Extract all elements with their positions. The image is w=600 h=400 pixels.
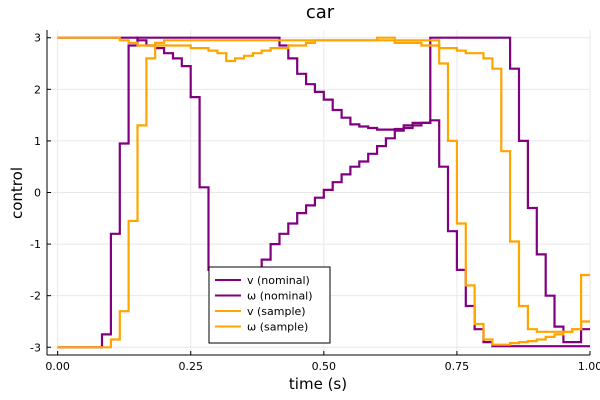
legend: v (nominal) ω (nominal) v (sample) ω (sampl… [208,266,331,344]
series-line-v-nominal-0 [57,36,590,349]
y-tick-label: -3 [30,341,41,354]
y-tick-label: 0 [34,187,41,200]
x-tick-label: 0.75 [445,360,470,373]
legend-entry-label: ω (nominal) [247,290,313,303]
x-tick-label: 0.50 [312,360,337,373]
y-tick-label: -2 [30,290,41,303]
series-line-sample-3 [57,36,590,333]
series-group [57,36,590,349]
legend-entry-label: ω (sample) [247,321,308,334]
x-tick-label: 0.00 [45,360,70,373]
y-tick-label: 1 [34,135,41,148]
series-line-nominal-1 [57,36,590,344]
x-tick-label: 0.25 [178,360,203,373]
x-axis-label: time (s) [289,375,347,393]
x-tick-label: 1.00 [578,360,600,373]
y-tick-label: -1 [30,238,41,251]
legend-entry-label: v (sample) [247,305,306,318]
legend-entry-label: v (nominal) [247,274,310,287]
y-axis-label: control [8,167,26,219]
chart-title: car [306,2,335,23]
ticks: 0.00 0.25 0.50 0.75 1.00 -3 -2 -1 0 1 2 3 [30,32,600,373]
y-tick-label: 3 [34,32,41,45]
y-tick-label: 2 [34,83,41,96]
